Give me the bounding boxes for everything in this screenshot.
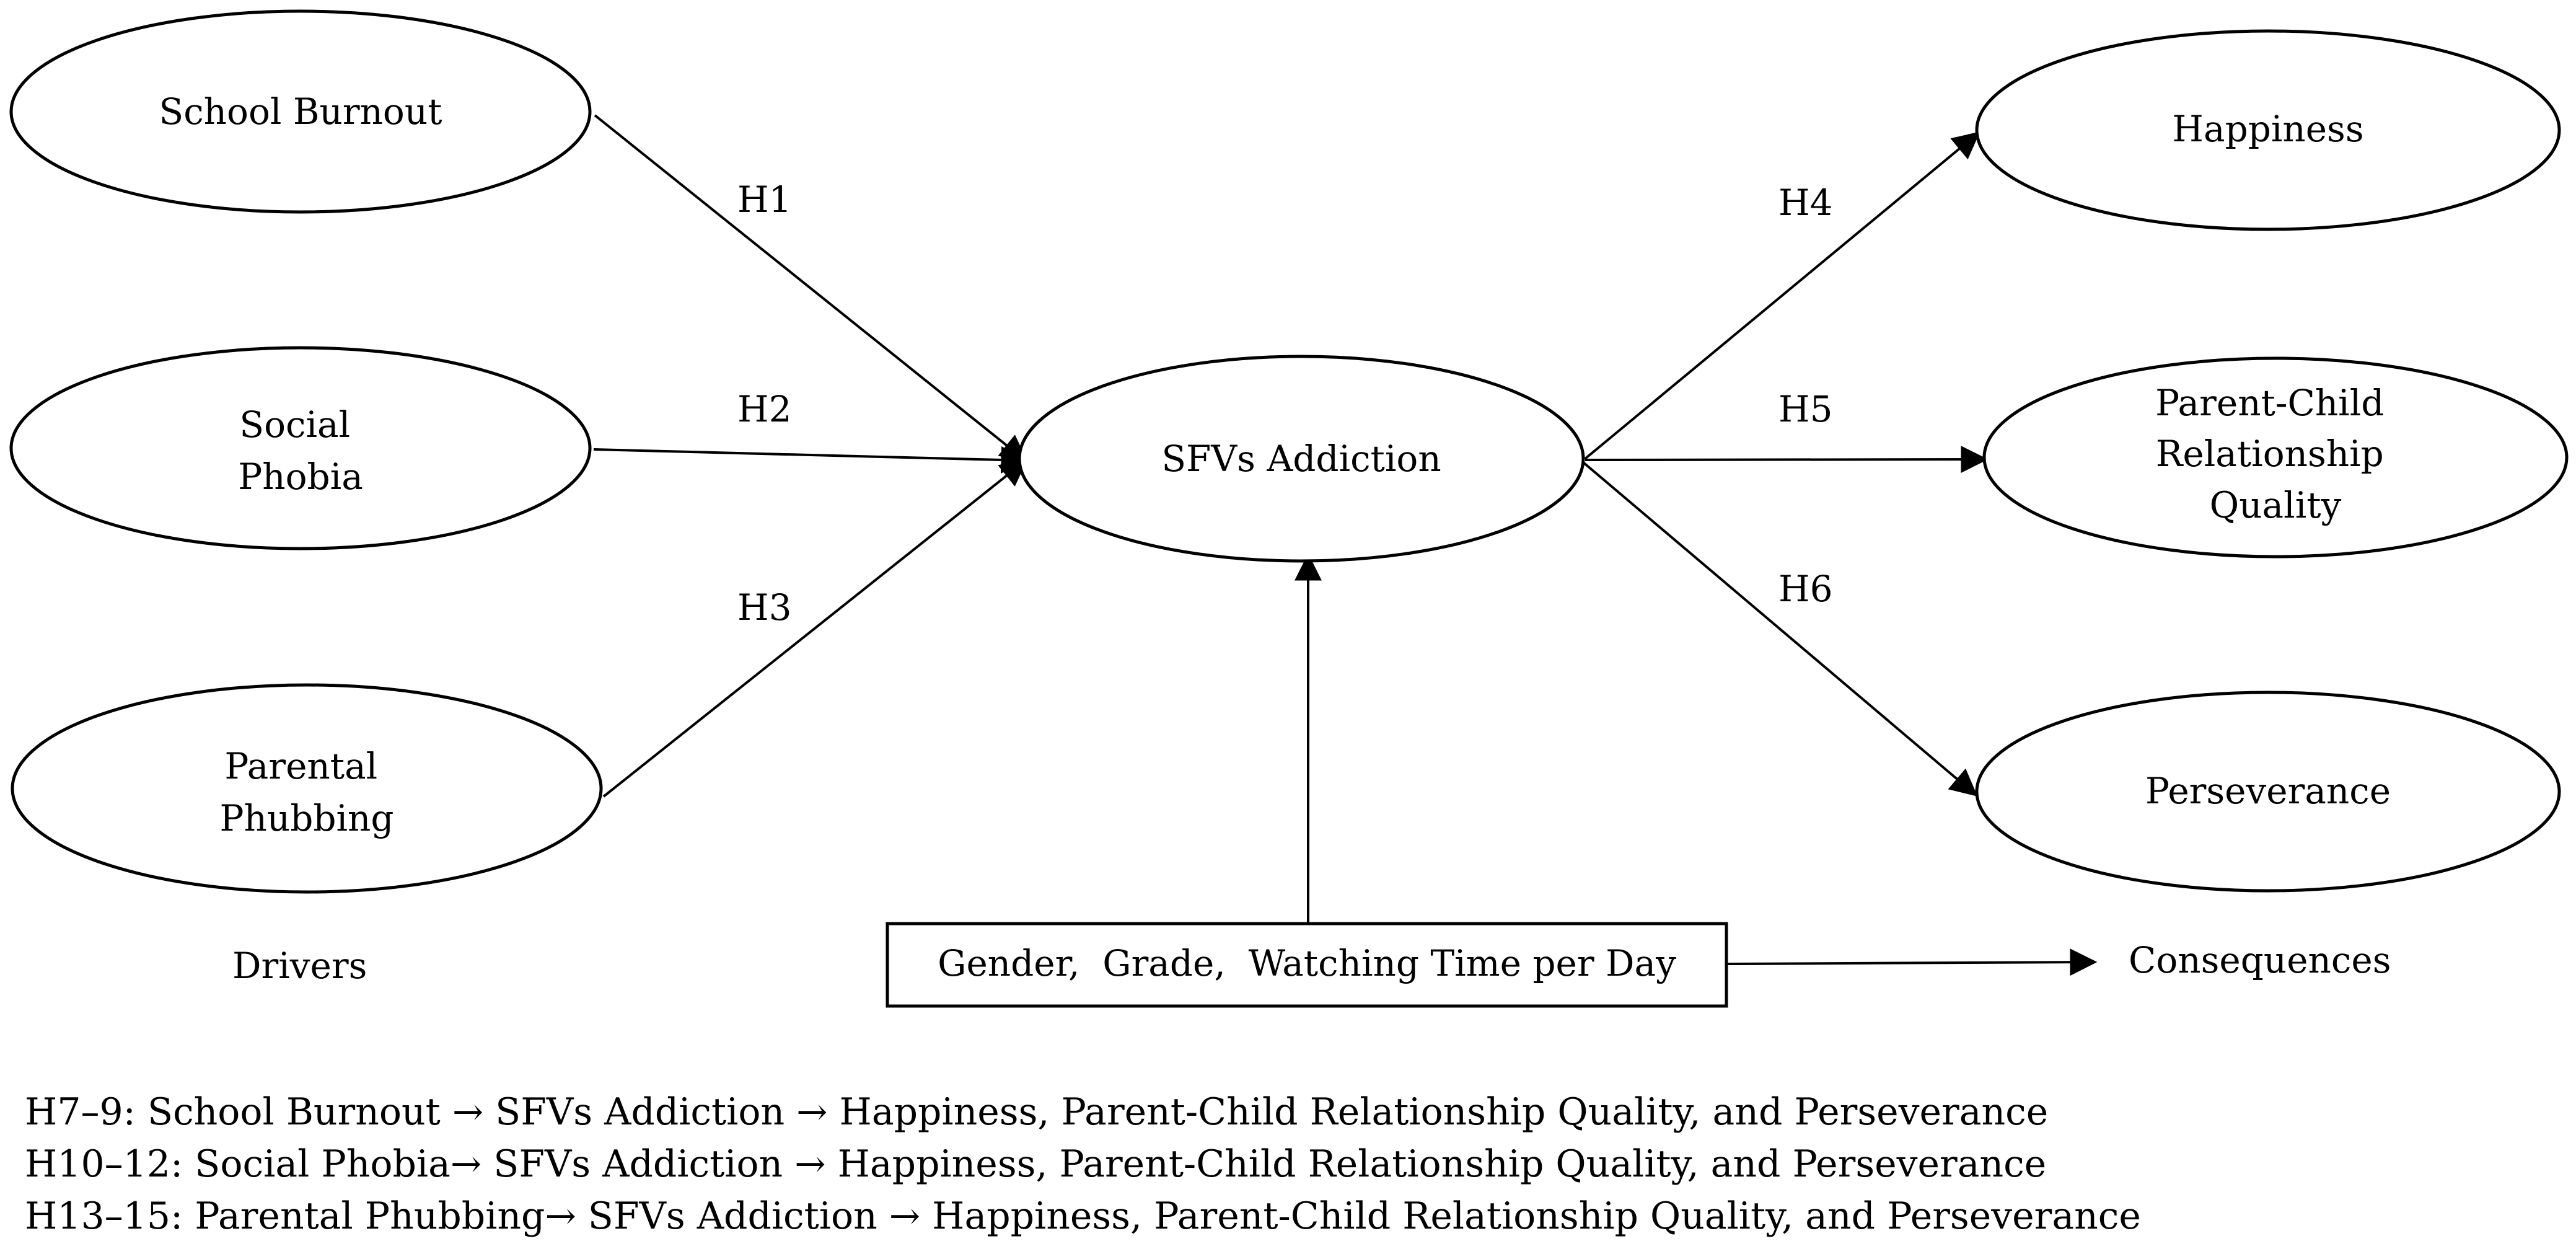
school-burnout-ellipse bbox=[9, 9, 592, 214]
node-happiness: Happiness bbox=[1975, 29, 2561, 231]
node-perseverance: Perseverance bbox=[1975, 691, 2561, 893]
edge-label-h3: H3 bbox=[737, 586, 791, 629]
edges-drivers bbox=[593, 114, 1029, 798]
edge-h6-sfvs-to-perseverance bbox=[1582, 461, 1978, 797]
note-h10-12: H10–12: Social Phobia→ SFVs Addiction → … bbox=[25, 1142, 2047, 1186]
edge-label-h5: H5 bbox=[1778, 388, 1832, 430]
edge-h1-school-burnout-to-sfvs bbox=[594, 114, 1028, 462]
control-variables-box bbox=[886, 922, 1728, 1008]
hypothesis-labels: H1 H2 H3 H4 H5 H6 bbox=[737, 179, 1832, 629]
hypothesis-notes: H7–9: School Burnout → SFVs Addiction → … bbox=[25, 1086, 2141, 1242]
edge-label-h4: H4 bbox=[1778, 182, 1832, 224]
edge-h5-sfvs-to-parent-child bbox=[1585, 446, 1989, 474]
edge-controls-to-consequences bbox=[1726, 948, 2098, 976]
node-control-variables: Gender, Grade, Watching Time per Day bbox=[886, 922, 1728, 1008]
edge-h4-sfvs-to-happiness bbox=[1584, 131, 1980, 460]
parent-child-label: Parent-Child Relationship Quality bbox=[2155, 382, 2396, 526]
perseverance-label: Perseverance bbox=[2145, 770, 2391, 812]
edges-controls bbox=[1295, 553, 2098, 976]
drivers-label: Drivers bbox=[232, 945, 367, 987]
sfvs-addiction-label: SFVs Addiction bbox=[1161, 438, 1441, 480]
node-parent-child-relationship-quality: Parent-Child Relationship Quality bbox=[1982, 356, 2569, 559]
node-school-burnout: School Burnout bbox=[9, 9, 592, 214]
group-labels: Drivers Consequences bbox=[232, 939, 2391, 987]
node-sfvs-addiction: SFVs Addiction bbox=[1018, 355, 1585, 563]
consequences-label: Consequences bbox=[2129, 939, 2391, 981]
control-variables-label: Gender, Grade, Watching Time per Day bbox=[938, 942, 1676, 984]
school-burnout-label: School Burnout bbox=[159, 91, 442, 133]
parent-child-ellipse bbox=[1982, 356, 2569, 559]
sfvs-addiction-ellipse bbox=[1018, 355, 1585, 563]
edge-label-h2: H2 bbox=[737, 388, 791, 430]
node-parental-phubbing: Parental Phubbing bbox=[11, 683, 603, 894]
edge-label-h1: H1 bbox=[737, 179, 791, 221]
edge-label-h6: H6 bbox=[1778, 568, 1832, 610]
parental-phubbing-label: Parental Phubbing bbox=[219, 745, 393, 839]
social-phobia-ellipse bbox=[9, 346, 592, 550]
social-phobia-label: Social Phobia bbox=[238, 404, 363, 498]
node-social-phobia: Social Phobia bbox=[9, 346, 592, 550]
perseverance-ellipse bbox=[1975, 691, 2561, 893]
happiness-label: Happiness bbox=[2172, 108, 2363, 150]
edge-h3-parental-phubbing-to-sfvs bbox=[602, 459, 1028, 798]
note-h7-9: H7–9: School Burnout → SFVs Addiction → … bbox=[25, 1090, 2049, 1134]
edge-h2-social-phobia-to-sfvs bbox=[593, 446, 1029, 474]
parental-phubbing-ellipse bbox=[11, 683, 603, 894]
note-h13-15: H13–15: Parental Phubbing→ SFVs Addictio… bbox=[25, 1194, 2141, 1238]
happiness-ellipse bbox=[1975, 29, 2561, 231]
edges-consequences bbox=[1582, 131, 1989, 797]
